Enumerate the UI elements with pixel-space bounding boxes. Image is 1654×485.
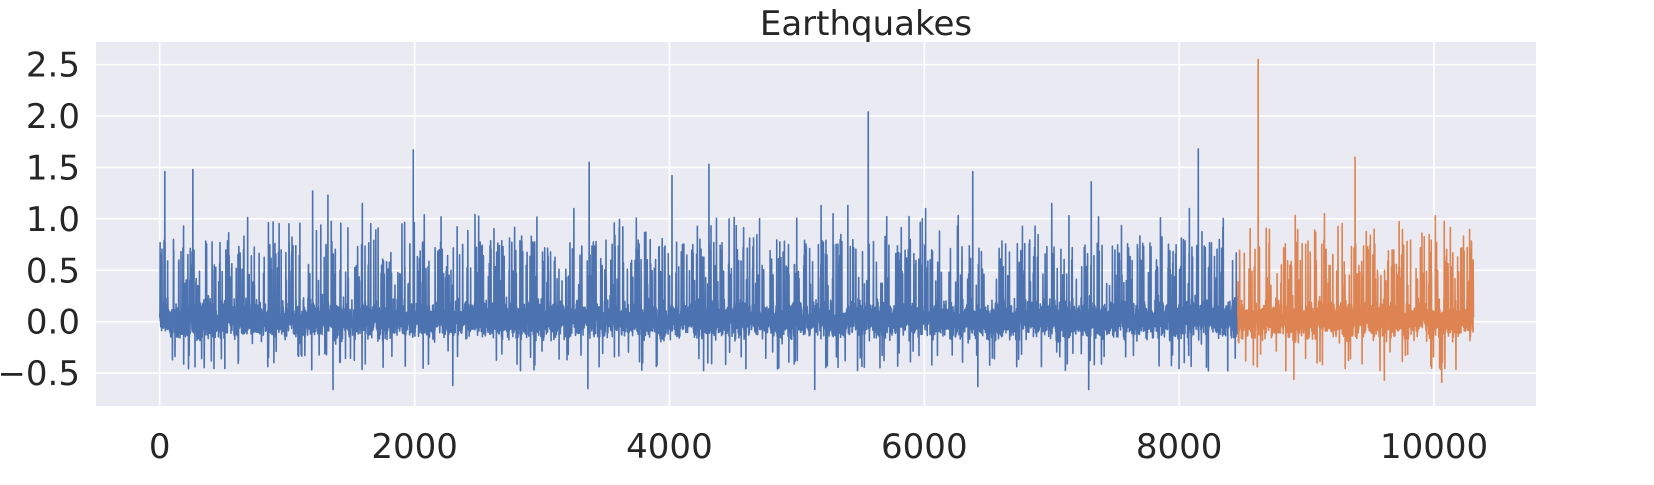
y-tick-label: 1.5 [26, 148, 80, 188]
x-axis-ticks: 0 2000 4000 6000 8000 10000 [149, 427, 1488, 467]
series-layer [158, 58, 1475, 391]
y-tick-label: 2.5 [26, 46, 80, 86]
series-line-1 [158, 111, 1239, 391]
x-tick-label: 10000 [1380, 427, 1488, 467]
x-tick-label: 0 [149, 427, 171, 467]
x-tick-label: 4000 [626, 427, 713, 467]
y-tick-label: 2.0 [26, 97, 80, 137]
y-tick-label: −0.5 [0, 354, 80, 394]
y-tick-label: 0.0 [26, 303, 80, 343]
x-tick-label: 2000 [371, 427, 458, 467]
series-line-2 [1237, 58, 1475, 384]
x-tick-label: 6000 [881, 427, 968, 467]
y-tick-label: 0.5 [26, 251, 80, 291]
y-axis-ticks: −0.5 0.0 0.5 1.0 1.5 2.0 2.5 [0, 46, 80, 394]
y-tick-label: 1.0 [26, 200, 80, 240]
chart-title: Earthquakes [759, 4, 973, 44]
x-tick-label: 8000 [1136, 427, 1223, 467]
